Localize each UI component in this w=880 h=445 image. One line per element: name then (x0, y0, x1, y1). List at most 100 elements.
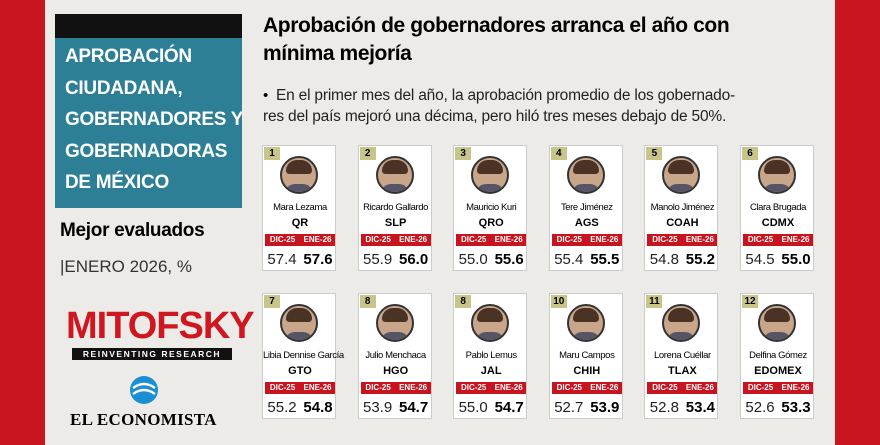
sidebar-title-line: CIUDADANA, (65, 77, 183, 99)
column-header: DIC-25 (743, 382, 778, 394)
approval-value: 54.7 (494, 399, 524, 416)
approval-value: 55.4 (554, 251, 584, 268)
column-header: DIC-25 (456, 382, 492, 394)
state: HGO (383, 365, 409, 377)
governor-card: 7 Libia Dennise García GTO DIC-25 55.2 ENE-26… (262, 293, 344, 419)
photo (758, 304, 796, 342)
column-header: DIC-25 (551, 382, 587, 394)
photo-shirt (380, 332, 409, 340)
rank: 10 (550, 295, 567, 308)
governor-card: 8 Julio Menchaca HGO DIC-25 53.9 ENE-26 54.7 (357, 293, 432, 419)
approval-value: 55.9 (362, 251, 393, 268)
column-header: DIC-25 (360, 234, 396, 246)
governor-name: Mauricio Kuri (466, 202, 517, 213)
governor-name: Julio Menchaca (365, 350, 426, 361)
column-header: ENE-26 (300, 234, 335, 246)
column-header: ENE-26 (586, 382, 622, 394)
sidebar-period: |ENERO 2026, % (60, 257, 192, 276)
column-header: ENE-26 (682, 234, 718, 246)
approval-value: 53.3 (781, 399, 811, 416)
state: GTO (288, 365, 312, 377)
state: QRO (478, 217, 504, 229)
column-header: ENE-26 (300, 382, 335, 394)
approval-value: 54.8 (649, 251, 679, 268)
headline-line: mínima mejoría (263, 42, 412, 65)
approval-value: 55.2 (267, 399, 297, 416)
photo (280, 156, 318, 194)
photo-shirt (763, 184, 791, 192)
column-header: DIC-25 (456, 234, 492, 246)
column-header: DIC-25 (743, 234, 778, 246)
state: CDMX (761, 217, 795, 229)
photo-hair (381, 160, 408, 174)
approval-value: 53.9 (362, 399, 393, 416)
state: TLAX (668, 365, 697, 377)
sidebar-subtitle: Mejor evaluados (60, 220, 205, 241)
governor-name: Libia Dennise García (263, 350, 344, 361)
governor-card: 12 Delfina Gómez EDOMEX DIC-25 52.6 ENE-26 53.… (740, 293, 814, 419)
sidebar-title-line: GOBERNADORAS (65, 140, 228, 162)
photo-shirt (667, 332, 696, 340)
governor-name: Ricardo Gallardo (363, 202, 429, 213)
photo-hair (286, 308, 312, 322)
approval-value: 54.8 (303, 399, 333, 416)
column-header: DIC-25 (265, 382, 300, 394)
state: COAH (666, 217, 699, 229)
governor-card: 5 Manolo Jiménez COAH DIC-25 54.8 ENE-26 55.2 (644, 145, 719, 271)
photo-hair (668, 160, 695, 174)
approval-value: 57.4 (267, 251, 297, 268)
state: AGS (574, 217, 599, 229)
publisher: EL ECONOMISTA (70, 410, 217, 429)
column-header: ENE-26 (491, 234, 527, 246)
approval-value: 54.5 (745, 251, 775, 268)
photo-shirt (763, 332, 791, 340)
governor-name: Mara Lezama (273, 202, 327, 213)
column-header: ENE-26 (491, 382, 527, 394)
photo-shirt (285, 184, 313, 192)
rank: 3 (455, 147, 472, 160)
approval-value: 55.6 (494, 251, 524, 268)
sidebar-title-line: GOBERNADORES Y (65, 109, 244, 130)
column-header: DIC-25 (647, 234, 683, 246)
approval-value: 55.0 (781, 251, 811, 268)
column-header: ENE-26 (586, 234, 622, 246)
approval-value: 52.8 (649, 399, 679, 416)
governor-card: 11 Lorena Cuéllar TLAX DIC-25 52.8 ENE-26 53.4 (644, 293, 719, 419)
photo-shirt (667, 184, 696, 192)
approval-value: 56.0 (398, 251, 429, 268)
brand: MITOFSKY (66, 305, 255, 347)
photo-hair (381, 308, 408, 322)
rank: 12 (742, 295, 758, 308)
governor-card: 10 Maru Campos CHIH DIC-25 52.7 ENE-26 53.9 (548, 293, 623, 419)
state: EDOMEX (754, 365, 802, 377)
photo (566, 156, 605, 194)
governor-card: 2 Ricardo Gallardo SLP DIC-25 55.9 ENE-26 56.0 (357, 145, 432, 271)
governor-name: Maru Campos (559, 350, 615, 361)
photo (375, 304, 414, 342)
governor-name: Delfina Gómez (749, 350, 807, 361)
photo-shirt (571, 332, 600, 340)
governor-card: 3 Mauricio Kuri QRO DIC-25 55.0 ENE-26 55.6 (453, 145, 528, 271)
approval-value: 52.7 (554, 399, 584, 416)
photo-hair (286, 160, 312, 174)
rank: 6 (742, 147, 758, 160)
governor-card: 4 Tere Jiménez AGS DIC-25 55.4 ENE-26 55.5 (548, 145, 623, 271)
photo-hair (764, 308, 790, 322)
rank: 8 (359, 295, 376, 308)
approval-value: 53.4 (685, 399, 715, 416)
photo (375, 156, 414, 194)
rank: 4 (550, 147, 567, 160)
photo (662, 304, 701, 342)
governor-name: Lorena Cuéllar (654, 350, 711, 361)
tagline: REINVENTING RESEARCH (72, 348, 232, 360)
photo-hair (572, 160, 599, 174)
photo-shirt (476, 332, 505, 340)
photo (758, 156, 796, 194)
rank: 5 (646, 147, 663, 160)
column-header: ENE-26 (778, 234, 813, 246)
approval-value: 55.5 (590, 251, 620, 268)
approval-value: 55.0 (458, 399, 488, 416)
photo (662, 156, 701, 194)
governor-name: Tere Jiménez (560, 202, 613, 213)
